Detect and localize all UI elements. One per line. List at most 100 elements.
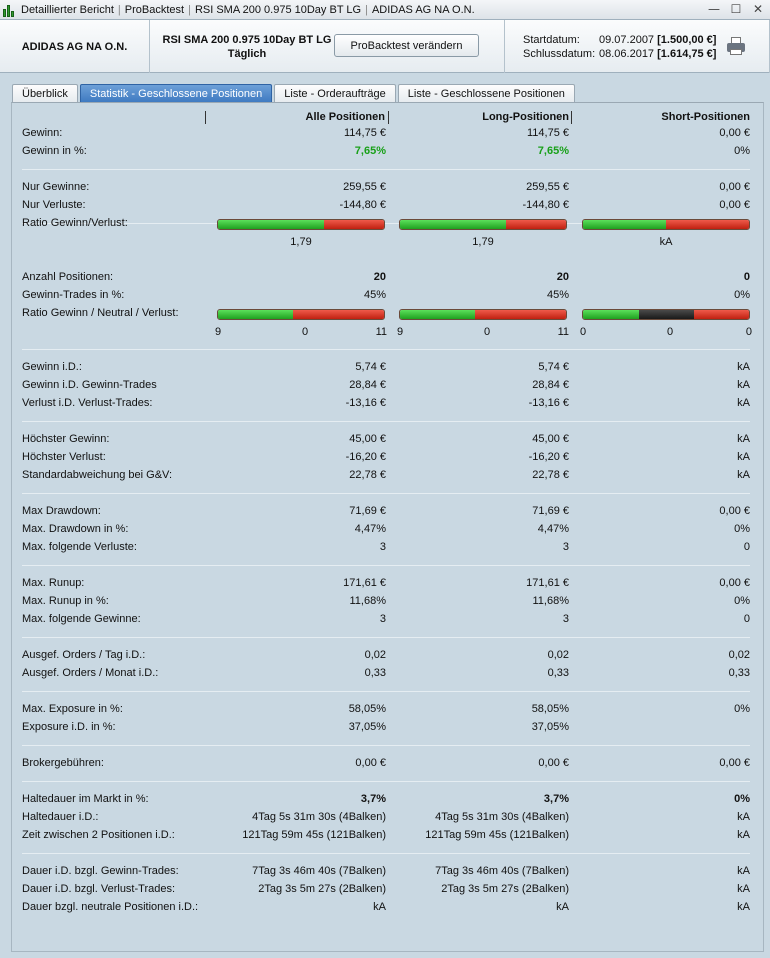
stat-label: Höchster Verlust: (22, 451, 106, 463)
stat-label: Höchster Gewinn: (22, 433, 110, 445)
end-capital: [1.614,75 €] (657, 48, 717, 60)
ratio-count: 11 (375, 326, 387, 338)
report-header: ADIDAS AG NA O.N. RSI SMA 200 0.975 10Da… (0, 20, 770, 73)
stat-value: -144,80 € (522, 199, 569, 211)
stat-value: 58,05% (348, 703, 386, 715)
stat-value: kA (737, 451, 750, 463)
stat-value: 0,00 € (719, 505, 750, 517)
strategy-timeframe: Täglich (227, 48, 267, 60)
printer-icon[interactable] (725, 37, 747, 55)
maximize-icon[interactable]: ☐ (730, 2, 742, 16)
strategy-box: RSI SMA 200 0.975 10Day BT LG Täglich Pro… (150, 20, 505, 73)
close-icon[interactable]: ✕ (752, 2, 764, 16)
stat-value: 4Tag 5s 31m 30s (4Balken) (435, 811, 569, 823)
minimize-icon[interactable]: — (708, 2, 720, 16)
section-divider (22, 781, 750, 782)
ratio-gain-neutral-loss-bar (582, 309, 750, 320)
stat-value: 0,00 € (719, 577, 750, 589)
bar-gain-segment (583, 310, 640, 319)
section-divider (22, 421, 750, 422)
stat-label: Exposure i.D. in %: (22, 721, 116, 733)
stat-value: 3,7% (360, 793, 386, 805)
stat-value: 4,47% (354, 523, 386, 535)
stat-value: 0,00 € (355, 757, 386, 769)
stat-label: Max. folgende Gewinne: (22, 613, 141, 625)
stat-label: Ausgef. Orders / Monat i.D.: (22, 667, 159, 679)
ratio-count: 9 (397, 326, 404, 338)
stat-value: 0 (743, 541, 750, 553)
start-date: 09.07.2007 (599, 34, 655, 46)
stock-name: ADIDAS AG NA O.N. (0, 20, 150, 73)
ratio-gain-loss-bar (217, 219, 385, 230)
section-divider (22, 493, 750, 494)
stat-value: 7,65% (354, 145, 386, 157)
bar-gain-segment (583, 220, 666, 229)
stat-value: 4,47% (537, 523, 569, 535)
start-capital: [1.500,00 €] (657, 34, 717, 46)
stat-label: Max. Exposure in %: (22, 703, 123, 715)
ratio-gain-loss-bar (399, 219, 567, 230)
bar-gain-segment (218, 220, 325, 229)
stat-label: Nur Verluste: (22, 199, 86, 211)
strategy-title: RSI SMA 200 0.975 10Day BT LG (162, 34, 332, 46)
column-header-short: Short-Positionen (661, 111, 750, 123)
stat-value: -13,16 € (345, 397, 386, 409)
stat-value: 45,00 € (349, 433, 386, 445)
bar-neutral-segment (639, 310, 695, 319)
start-date-row: Startdatum: 09.07.2007 [1.500,00 €] (523, 32, 716, 48)
bar-gain-segment (400, 310, 475, 319)
bar-loss-segment (694, 310, 749, 319)
ratio-gain-loss-bar (582, 219, 750, 230)
section-divider (22, 349, 750, 350)
chart-icon (3, 3, 17, 17)
tab-closed-positions-list[interactable]: Liste - Geschlossene Positionen (397, 84, 575, 103)
stat-value: 0% (734, 289, 750, 301)
section-divider (22, 691, 750, 692)
stat-value: kA (737, 469, 750, 481)
tab-statistics-closed[interactable]: Statistik - Geschlossene Positionen (79, 84, 273, 103)
stat-value: 121Tag 59m 45s (121Balken) (425, 829, 569, 841)
end-date: 08.06.2017 (599, 48, 655, 60)
stat-value: 5,74 € (355, 361, 386, 373)
stat-label: Dauer i.D. bzgl. Verlust-Trades: (22, 883, 176, 895)
column-divider (205, 111, 206, 124)
tab-bar: Überblick Statistik - Geschlossene Posit… (12, 84, 575, 103)
bar-loss-segment (292, 310, 384, 319)
stat-label: Nur Gewinne: (22, 181, 90, 193)
stat-value: 37,05% (348, 721, 386, 733)
ratio-count: 0 (301, 326, 309, 338)
stat-value: 0,33 (547, 667, 569, 679)
stat-value: 0,00 € (719, 127, 750, 139)
ratio-gain-neutral-loss-bar (217, 309, 385, 320)
stat-value: 20 (556, 271, 569, 283)
title-probacktest: ProBacktest (124, 3, 185, 16)
tab-order-list[interactable]: Liste - Orderaufträge (274, 84, 396, 103)
bar-loss-segment (506, 220, 566, 229)
stat-value: -16,20 € (345, 451, 386, 463)
stat-value: kA (737, 397, 750, 409)
stat-value: 22,78 € (349, 469, 386, 481)
stat-value: 171,61 € (526, 577, 569, 589)
stat-value: 0% (734, 703, 750, 715)
stat-label: Dauer bzgl. neutrale Positionen i.D.: (22, 901, 199, 913)
ratio-count: 0 (580, 326, 587, 338)
bar-loss-segment (474, 310, 566, 319)
column-header-all: Alle Positionen (305, 111, 385, 123)
stat-label: Gewinn in %: (22, 145, 87, 157)
tab-overview[interactable]: Überblick (12, 84, 78, 103)
ratio-count: 0 (745, 326, 752, 338)
stat-value: 0,33 (728, 667, 750, 679)
stat-value: kA (737, 883, 750, 895)
stat-label: Gewinn-Trades in %: (22, 289, 125, 301)
ratio-count: 9 (215, 326, 222, 338)
section-divider (22, 169, 750, 170)
stat-value: 11,68% (532, 595, 570, 607)
ratio-caption: kA (659, 236, 673, 248)
stat-value: 0,02 (547, 649, 569, 661)
stat-value: 114,75 € (343, 127, 386, 139)
stat-value: 0,33 (364, 667, 386, 679)
stat-label: Zeit zwischen 2 Positionen i.D.: (22, 829, 175, 841)
modify-probacktest-button[interactable]: ProBacktest verändern (334, 34, 479, 57)
date-box: Startdatum: 09.07.2007 [1.500,00 €] Schlu… (505, 20, 770, 73)
stat-value: 45% (546, 289, 569, 301)
